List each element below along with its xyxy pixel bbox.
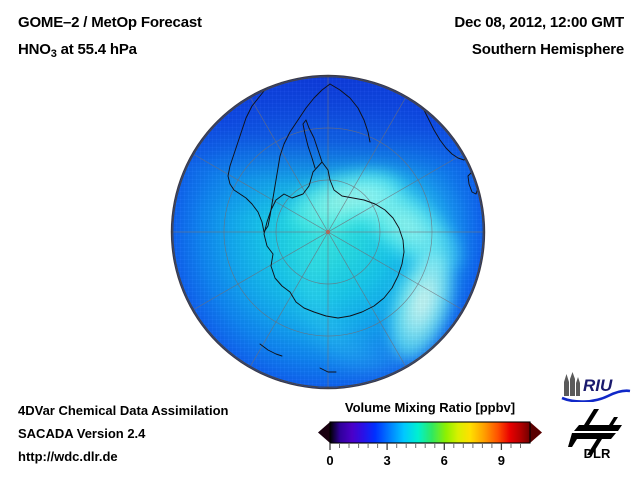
riu-wordmark: RIU: [583, 376, 613, 395]
species-formula: HNO: [18, 41, 51, 58]
coastline-antarctic-peninsula: [302, 119, 323, 169]
globe-limb: [172, 76, 484, 388]
globe-disc: [172, 76, 484, 388]
species-subscript: 3: [50, 48, 57, 61]
colorbar-tick-label-2: 6: [441, 453, 448, 468]
riu-logo: RIU: [561, 372, 631, 402]
colorbar-gradient: [330, 422, 530, 443]
dlr-mark-icon: [568, 409, 622, 455]
colorbar-tick-label-1: 3: [383, 453, 390, 468]
coastline-australia: [474, 135, 484, 151]
footer-line-method: 4DVar Chemical Data Assimilation: [18, 403, 229, 418]
south-pole-marker: [325, 229, 331, 235]
footer-line-url: http://wdc.dlr.de: [18, 449, 118, 464]
coastline-africa: [409, 79, 471, 161]
coastline-antarctica: [263, 161, 405, 319]
riu-wave-icon: [561, 389, 631, 402]
coastline-south-america: [227, 83, 331, 233]
species-level: at 55.4 hPa: [56, 41, 137, 58]
colorbar-graphic: 0 3 6 9: [318, 421, 542, 468]
species-title: HNO3 at 55.4 hPa: [18, 41, 137, 60]
hemisphere-label: Southern Hemisphere: [471, 41, 624, 58]
coastline-new-zealand: [259, 343, 283, 357]
colorbar-major-ticks: [329, 443, 503, 450]
colorbar-frame: [329, 421, 531, 444]
polar-map: [172, 76, 484, 388]
map-overlay: [172, 76, 484, 388]
dlr-wordmark: DLR: [584, 446, 611, 460]
colorbar: Volume Mixing Ratio [ppbv]: [310, 400, 550, 472]
colorbar-title: Volume Mixing Ratio [ppbv]: [344, 400, 516, 415]
date-label: Dec 08, 2012, 12:00 GMT: [454, 14, 624, 31]
coastline-island-south: [319, 367, 337, 373]
colorbar-tick-label-3: 9: [498, 453, 505, 468]
colorbar-cap-high: [530, 422, 542, 443]
colorbar-cap-low: [318, 422, 330, 443]
coastline-south-america-east: [329, 83, 371, 143]
colorbar-tick-label-0: 0: [326, 453, 333, 468]
riu-spires-icon: [564, 372, 580, 396]
dlr-logo: DLR: [568, 409, 622, 460]
instrument-title: GOME–2 / MetOp Forecast: [18, 14, 202, 31]
coastline-madagascar: [467, 171, 479, 195]
colorbar-minor-ticks: [339, 443, 521, 448]
footer-line-version: SACADA Version 2.4: [18, 426, 146, 441]
